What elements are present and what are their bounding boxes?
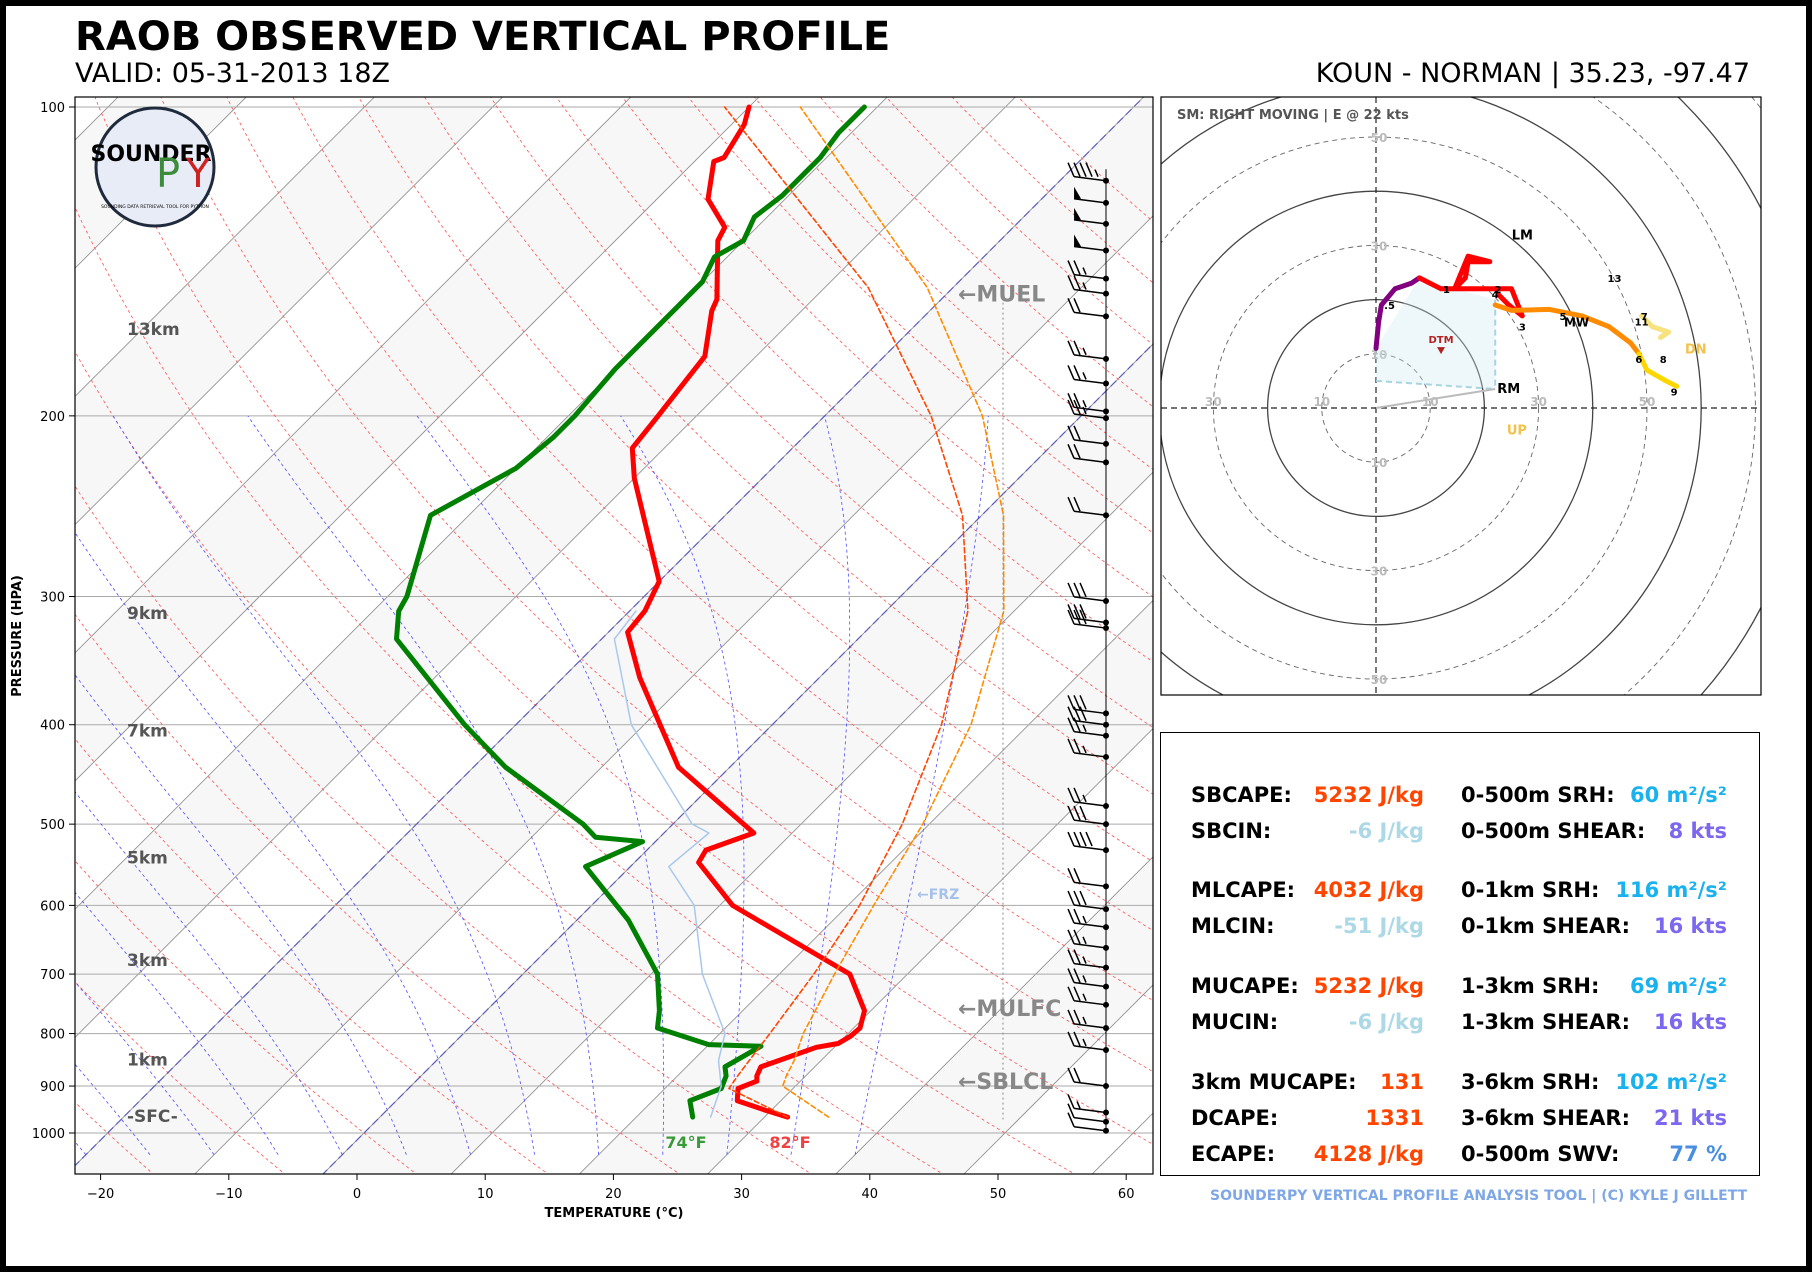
- stat-label: 3-6km SHEAR:: [1461, 1106, 1630, 1130]
- stat-value: -6 J/kg: [1348, 1010, 1424, 1034]
- stat-value: 4032 J/kg: [1313, 878, 1424, 902]
- stat-label: ECAPE:: [1191, 1142, 1276, 1166]
- stat-value: 16 kts: [1653, 914, 1727, 938]
- stat-value: 69 m²/s²: [1630, 974, 1727, 998]
- valid-time: VALID: 05-31-2013 18Z: [75, 58, 391, 89]
- stat-label: SBCAPE:: [1191, 783, 1292, 807]
- stat-label: 0-500m SHEAR:: [1461, 819, 1646, 843]
- stat-value: 60 m²/s²: [1630, 783, 1727, 807]
- stat-value: -6 J/kg: [1348, 819, 1424, 843]
- stat-label: 0-1km SHEAR:: [1461, 914, 1630, 938]
- stat-label: SBCIN:: [1191, 819, 1272, 843]
- stat-value: 8 kts: [1668, 819, 1727, 843]
- stat-value: 131: [1380, 1070, 1424, 1094]
- stat-label: DCAPE:: [1191, 1106, 1279, 1130]
- stat-label: 0-500m SWV:: [1461, 1142, 1620, 1166]
- stat-value: 21 kts: [1653, 1106, 1727, 1130]
- chart-title: RAOB OBSERVED VERTICAL PROFILE: [75, 14, 891, 60]
- stat-label: 3-6km SRH:: [1461, 1070, 1600, 1094]
- stat-value: 77 %: [1669, 1142, 1727, 1166]
- stat-value: 5232 J/kg: [1313, 974, 1424, 998]
- stat-value: 4128 J/kg: [1313, 1142, 1424, 1166]
- stat-value: 102 m²/s²: [1615, 1070, 1727, 1094]
- stat-value: 16 kts: [1653, 1010, 1727, 1034]
- stat-value: 5232 J/kg: [1313, 783, 1424, 807]
- stat-label: 0-500m SRH:: [1461, 783, 1615, 807]
- stats-panel: SBCAPE: 5232 J/kg 0-500m SRH: 60 m²/s² SBCIN…: [1160, 732, 1760, 1176]
- credit-text: SOUNDERPY VERTICAL PROFILE ANALYSIS TOOL…: [1210, 1188, 1748, 1204]
- station-info: KOUN - NORMAN | 35.23, -97.47: [1315, 58, 1750, 89]
- stat-label: MLCIN:: [1191, 914, 1275, 938]
- stat-label: MLCAPE:: [1191, 878, 1296, 902]
- stat-value: 116 m²/s²: [1615, 878, 1727, 902]
- stat-label: 1-3km SRH:: [1461, 974, 1600, 998]
- stat-label: 0-1km SRH:: [1461, 878, 1600, 902]
- stat-label: MUCIN:: [1191, 1010, 1279, 1034]
- stat-value: -51 J/kg: [1334, 914, 1424, 938]
- stat-label: MUCAPE:: [1191, 974, 1299, 998]
- stat-value: 1331: [1365, 1106, 1424, 1130]
- stat-label: 1-3km SHEAR:: [1461, 1010, 1630, 1034]
- stat-label: 3km MUCAPE:: [1191, 1070, 1357, 1094]
